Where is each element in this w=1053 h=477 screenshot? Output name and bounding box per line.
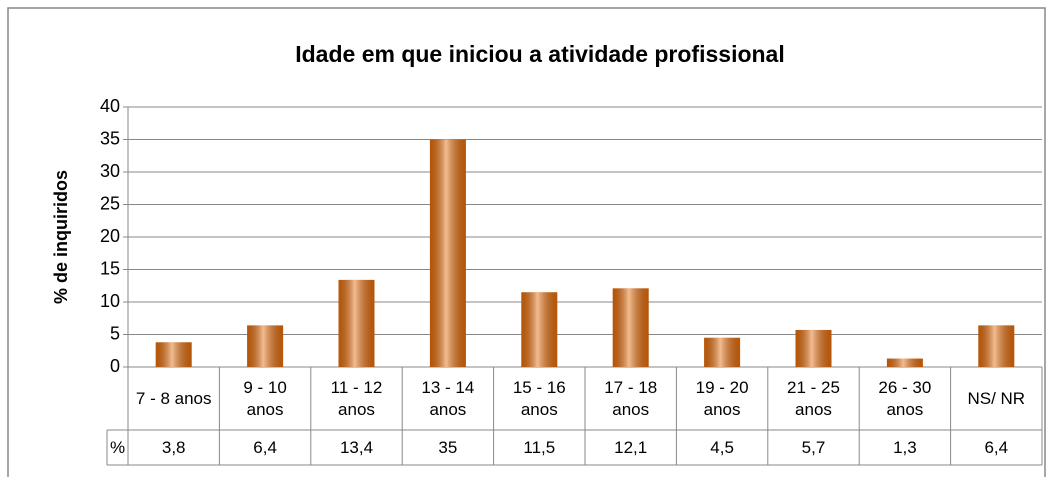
bar-highlight	[521, 292, 558, 367]
x-tick-label: 11 - 12 anos	[330, 377, 383, 419]
table-value: 5,7	[801, 437, 826, 457]
table-value: 13,4	[339, 437, 374, 457]
bar-highlight	[886, 358, 923, 367]
y-tick-label: 10	[100, 291, 120, 311]
y-axis-label: % de inquiridos	[51, 170, 71, 304]
x-tick-label: 26 - 30 anos	[878, 377, 932, 419]
bar-highlight	[704, 337, 741, 367]
x-tick-label: 21 - 25 anos	[787, 377, 840, 419]
y-tick-label: 30	[100, 161, 120, 181]
table-row-header: %	[109, 437, 126, 457]
y-tick-label: 25	[100, 193, 120, 213]
table-value: 11,5	[523, 437, 556, 457]
bar-highlight	[247, 325, 284, 367]
bar-highlight	[429, 139, 466, 367]
x-tick-label: NS/ NR	[967, 388, 1026, 408]
x-tick-label: 15 - 16 anos	[512, 377, 566, 419]
chart-border	[7, 7, 1046, 477]
table-value: 4,5	[710, 437, 734, 457]
bar-highlight	[612, 288, 649, 367]
table-value: 3,8	[161, 437, 186, 457]
table-value: 35	[438, 437, 458, 457]
table-value: 6,4	[984, 437, 1009, 457]
bar-highlight	[155, 342, 192, 367]
bar-highlight	[978, 325, 1015, 367]
y-tick-label: 0	[110, 356, 120, 376]
bar-highlight	[795, 329, 832, 367]
y-tick-label: 35	[100, 128, 120, 148]
y-tick-label: 5	[110, 323, 120, 343]
table-value: 6,4	[253, 437, 277, 457]
x-tick-label: 19 - 20 anos	[695, 377, 749, 419]
y-tick-label: 15	[100, 258, 120, 278]
y-tick-label: 20	[100, 226, 120, 246]
x-tick-label: 17 - 18 anos	[604, 377, 658, 419]
table-value: 12,1	[614, 437, 648, 457]
x-tick-label: 13 - 14 anos	[421, 377, 475, 419]
y-tick-label: 40	[100, 96, 120, 116]
x-tick-label: 9 - 10 anos	[243, 377, 287, 419]
x-tick-label: 7 - 8 anos	[135, 388, 212, 408]
bar-highlight	[338, 279, 375, 367]
chart-title: Idade em que iniciou a atividade profiss…	[295, 41, 785, 67]
table-value: 1,3	[893, 437, 917, 457]
